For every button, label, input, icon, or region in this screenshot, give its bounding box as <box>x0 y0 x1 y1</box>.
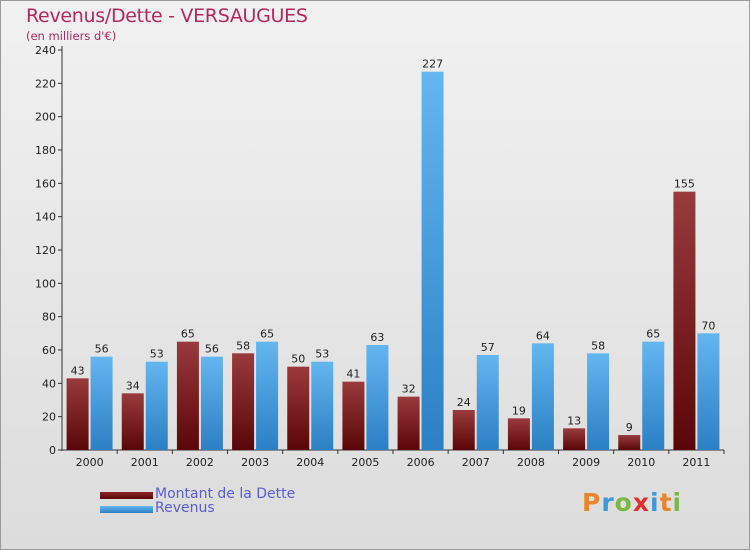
data-label-revenus: 65 <box>646 328 660 341</box>
x-tick-label: 2001 <box>131 456 159 469</box>
bar-revenus <box>256 341 279 450</box>
x-tick-label: 2002 <box>186 456 214 469</box>
bar-dette <box>232 353 255 450</box>
bar-revenus <box>587 353 610 450</box>
proxiti-logo: Proxiti <box>582 488 682 517</box>
x-tick-label: 2007 <box>462 456 490 469</box>
y-tick-label: 240 <box>35 44 56 57</box>
y-tick-label: 180 <box>35 144 56 157</box>
bar-dette <box>66 378 89 450</box>
bar-revenus <box>531 343 554 450</box>
legend-label-dette: Montant de la Dette <box>155 486 296 502</box>
y-tick-label: 220 <box>35 77 56 90</box>
x-tick-label: 2008 <box>517 456 545 469</box>
x-tick-label: 2005 <box>351 456 379 469</box>
data-label-dette: 24 <box>457 396 471 409</box>
logo-letter: P <box>582 488 602 517</box>
y-tick-label: 0 <box>49 444 56 457</box>
y-tick-label: 120 <box>35 244 56 257</box>
bar-revenus <box>311 361 334 450</box>
data-label-dette: 19 <box>512 404 526 417</box>
bar-dette <box>121 393 144 450</box>
bar-dette <box>287 366 310 450</box>
data-label-revenus: 65 <box>260 328 274 341</box>
data-label-revenus: 57 <box>481 341 495 354</box>
data-label-revenus: 53 <box>150 348 164 361</box>
bar-revenus <box>90 356 113 450</box>
data-label-dette: 41 <box>346 368 360 381</box>
y-tick-label: 60 <box>42 344 56 357</box>
chart-subtitle: (en milliers d'€) <box>26 29 117 43</box>
data-label-revenus: 70 <box>701 319 715 332</box>
bar-dette <box>618 435 641 450</box>
logo-letter: r <box>601 488 615 517</box>
legend-label-revenus: Revenus <box>155 500 215 516</box>
bar-revenus <box>476 355 499 450</box>
data-label-revenus: 56 <box>95 343 109 356</box>
legend-swatch-revenus <box>100 506 153 513</box>
legend-swatch-dette <box>100 492 153 499</box>
data-label-dette: 155 <box>674 178 695 191</box>
logo-letter: o <box>614 488 633 517</box>
x-tick-label: 2011 <box>682 456 710 469</box>
data-label-dette: 32 <box>402 383 416 396</box>
bar-revenus <box>697 333 720 450</box>
bar-dette <box>176 341 199 450</box>
x-tick-label: 2000 <box>76 456 104 469</box>
bar-revenus <box>200 356 223 450</box>
x-tick-label: 2004 <box>296 456 324 469</box>
data-label-dette: 34 <box>126 379 140 392</box>
data-label-dette: 65 <box>181 328 195 341</box>
bar-dette <box>673 191 696 450</box>
data-label-revenus: 63 <box>370 331 384 344</box>
bar-dette <box>507 418 530 450</box>
data-label-revenus: 56 <box>205 343 219 356</box>
x-tick-label: 2003 <box>241 456 269 469</box>
bar-dette <box>452 410 475 450</box>
data-label-dette: 43 <box>71 364 85 377</box>
data-label-revenus: 227 <box>422 58 443 71</box>
data-label-dette: 9 <box>626 421 633 434</box>
bar-revenus <box>642 341 665 450</box>
y-tick-label: 40 <box>42 377 56 390</box>
bar-revenus <box>145 361 168 450</box>
y-tick-label: 160 <box>35 177 56 190</box>
logo-letter: t <box>659 488 673 517</box>
x-tick-label: 2009 <box>572 456 600 469</box>
data-label-revenus: 58 <box>591 339 605 352</box>
data-label-dette: 58 <box>236 339 250 352</box>
x-tick-label: 2010 <box>627 456 655 469</box>
y-tick-label: 200 <box>35 111 56 124</box>
bar-dette <box>397 396 420 450</box>
data-label-revenus: 53 <box>315 348 329 361</box>
bar-revenus <box>421 71 444 451</box>
bar-revenus <box>366 345 389 450</box>
x-tick-label: 2006 <box>407 456 435 469</box>
data-label-dette: 50 <box>291 353 305 366</box>
data-label-revenus: 64 <box>536 329 550 342</box>
y-tick-label: 100 <box>35 277 56 290</box>
bar-dette <box>563 428 586 450</box>
logo-letter: i <box>672 488 683 517</box>
y-tick-label: 80 <box>42 311 56 324</box>
logo-letter: i <box>650 488 660 517</box>
y-tick-label: 140 <box>35 211 56 224</box>
bar-dette <box>342 381 365 450</box>
y-tick-label: 20 <box>42 411 56 424</box>
logo-letter: x <box>632 488 650 517</box>
chart-title: Revenus/Dette - VERSAUGUES <box>26 5 308 27</box>
data-label-dette: 13 <box>567 414 581 427</box>
